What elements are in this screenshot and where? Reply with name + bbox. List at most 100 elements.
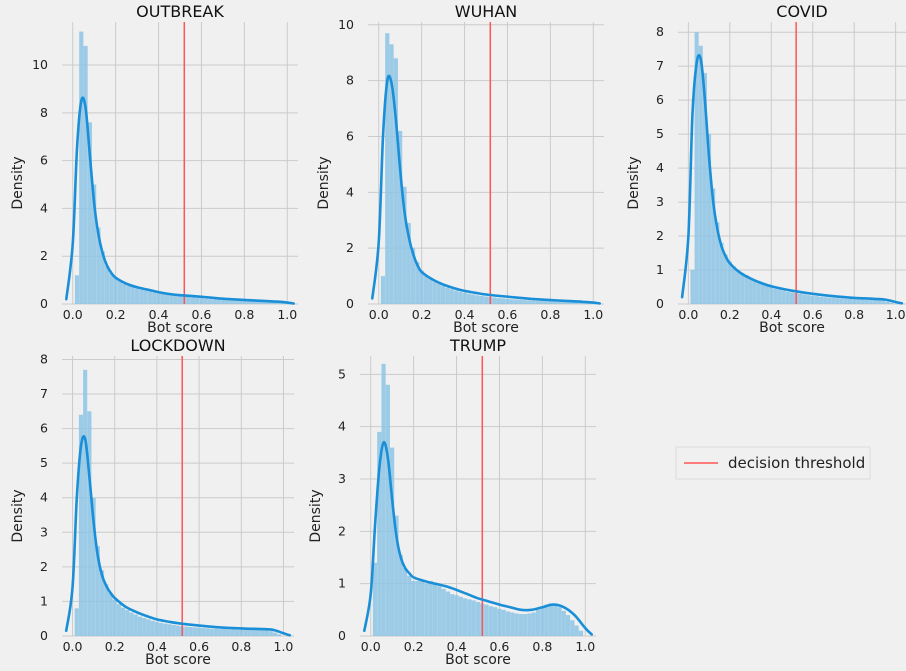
histogram-bar xyxy=(445,287,450,304)
histogram-bar xyxy=(527,613,532,636)
histogram-bar xyxy=(540,607,545,636)
histogram-bar xyxy=(147,291,153,304)
histogram-bar xyxy=(212,299,217,304)
histogram-bar xyxy=(112,599,117,636)
y-tick-label: 0 xyxy=(346,296,354,311)
histogram-bar xyxy=(475,295,480,304)
histogram-bar xyxy=(543,301,549,304)
histogram-bar xyxy=(565,615,571,636)
histogram-bar xyxy=(199,298,204,304)
y-tick-label: 4 xyxy=(40,200,48,215)
histogram-bar xyxy=(415,262,420,304)
histogram-bar xyxy=(242,300,247,304)
histogram-bar xyxy=(535,609,541,636)
histogram-bar xyxy=(420,581,425,636)
x-tick-label: 0.4 xyxy=(149,307,169,322)
histogram-bar xyxy=(116,604,121,636)
histogram-bar xyxy=(760,284,765,304)
histogram-bar xyxy=(781,290,786,304)
y-tick-label: 8 xyxy=(656,24,664,39)
kde-curve xyxy=(363,440,593,636)
histogram-bar xyxy=(479,295,484,304)
y-tick-label: 0 xyxy=(338,628,346,643)
histogram-bar xyxy=(428,581,433,636)
y-tick-label: 1 xyxy=(338,576,346,591)
x-tick-label: 0.8 xyxy=(234,307,254,322)
y-tick-label: 4 xyxy=(656,160,664,175)
y-tick-label: 3 xyxy=(656,194,664,209)
histogram-bar xyxy=(505,298,510,304)
histogram-bar xyxy=(272,302,277,304)
histogram-bar xyxy=(74,608,79,636)
histogram-bar xyxy=(802,294,807,304)
histogram-bar xyxy=(186,296,191,304)
histogram-bar xyxy=(264,630,269,636)
histogram-bar xyxy=(190,297,195,304)
histogram-bar xyxy=(810,295,815,304)
y-tick-label: 8 xyxy=(40,351,48,366)
histogram-bar xyxy=(380,276,386,304)
histogram-bar xyxy=(823,297,828,304)
histogram-bar xyxy=(578,302,583,304)
histogram-bar xyxy=(209,628,214,636)
histogram-bar xyxy=(146,619,151,636)
x-tick-label: 1.0 xyxy=(274,639,294,654)
histogram-bar xyxy=(496,298,501,304)
histogram-bar xyxy=(126,285,131,304)
kde-curve xyxy=(64,435,292,637)
histogram-bar xyxy=(207,299,213,304)
histogram-bar xyxy=(497,608,502,636)
histogram-bar xyxy=(272,632,278,636)
histogram-bar xyxy=(139,289,144,304)
histogram-bar xyxy=(806,295,811,304)
histogram-bar xyxy=(259,301,264,304)
x-tick-label: 1.0 xyxy=(575,639,595,654)
histogram-bar xyxy=(229,300,234,304)
histogram-bar xyxy=(694,32,699,304)
histogram-bar xyxy=(260,629,265,636)
histogram-bar xyxy=(553,604,558,636)
histogram-bar xyxy=(91,497,96,636)
histogram-bar xyxy=(159,622,164,636)
histogram-bar xyxy=(109,272,114,304)
histogram-bar xyxy=(864,299,869,304)
histogram-bar xyxy=(462,292,467,304)
x-tick-label: 0.2 xyxy=(720,307,740,322)
histogram-bar xyxy=(393,58,398,305)
histogram-bar xyxy=(707,134,712,304)
histogram-bar xyxy=(727,261,732,304)
histogram-bar xyxy=(453,290,459,304)
histogram-bar xyxy=(213,628,218,636)
y-tick-label: 7 xyxy=(40,386,48,401)
histogram-bar xyxy=(492,297,497,304)
histogram-bar xyxy=(117,281,122,304)
histogram-bar xyxy=(789,292,794,304)
histogram-bar xyxy=(268,631,273,636)
histogram-bar xyxy=(501,298,506,304)
y-tick-label: 8 xyxy=(346,73,354,88)
histogram-bar xyxy=(818,296,824,304)
histogram-bar xyxy=(83,45,88,304)
x-tick-label: 0.2 xyxy=(105,639,125,654)
y-tick-label: 2 xyxy=(338,523,346,538)
x-tick-label: 0.4 xyxy=(455,307,475,322)
histogram-bar xyxy=(531,612,536,636)
histogram-bar xyxy=(419,270,424,304)
x-tick-label: 0.8 xyxy=(532,639,552,654)
histogram-bar xyxy=(835,298,840,304)
y-axis-label: Density xyxy=(308,489,324,542)
histogram-bar xyxy=(394,515,399,636)
histogram-bar xyxy=(407,575,412,636)
y-tick-label: 4 xyxy=(346,184,354,199)
histogram-bar xyxy=(458,596,463,636)
histogram-bar xyxy=(99,570,105,636)
y-tick-label: 1 xyxy=(40,593,48,608)
histogram-bar xyxy=(171,624,176,636)
histogram-bar xyxy=(398,554,403,636)
histogram-bar xyxy=(152,292,157,304)
histogram-bar xyxy=(246,301,251,304)
histogram-bar xyxy=(184,626,189,636)
histogram-bar xyxy=(702,72,707,304)
x-tick-label: 0.4 xyxy=(147,639,167,654)
panel-outbreak: 0.0 0.2 0.4 0.6 0.8 1.0 0 2 4 6 8 10 Bot score Densit… xyxy=(10,2,298,336)
